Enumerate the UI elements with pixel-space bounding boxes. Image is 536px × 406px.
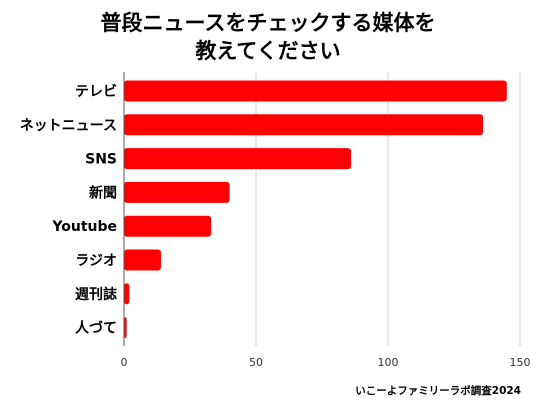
bar-1 <box>124 80 507 102</box>
bar-4 <box>124 181 230 203</box>
category-label-8: 人づて <box>75 320 117 337</box>
category-label-4: 新聞 <box>89 184 117 201</box>
category-label-7: 週刊誌 <box>75 286 117 303</box>
gridlines <box>255 72 521 346</box>
x-tick-label-150: 150 <box>510 356 531 369</box>
x-tick-label-100: 100 <box>378 356 399 369</box>
bar-7 <box>124 283 130 305</box>
bar-5 <box>124 215 212 237</box>
category-label-6: ラジオ <box>75 253 117 269</box>
category-label-3: SNS <box>85 152 117 168</box>
x-axis-ticks: 0 50 100 150 <box>121 356 531 369</box>
bars <box>124 80 507 339</box>
bar-8 <box>124 317 127 339</box>
category-label-1: テレビ <box>75 84 117 100</box>
source-credit: いこーよファミリーラボ調査2024 <box>355 384 521 397</box>
bar-6 <box>124 249 161 271</box>
x-tick-label-50: 50 <box>249 356 263 369</box>
category-label-5: Youtube <box>51 219 117 235</box>
x-tick-label-0: 0 <box>121 356 128 369</box>
chart-title-line-2: 教えてください <box>195 39 340 63</box>
bar-3 <box>124 148 352 170</box>
bar-2 <box>124 114 484 136</box>
category-label-2: ネットニュース <box>20 118 117 134</box>
chart-title-line-1: 普段ニュースをチェックする媒体を <box>101 11 436 35</box>
